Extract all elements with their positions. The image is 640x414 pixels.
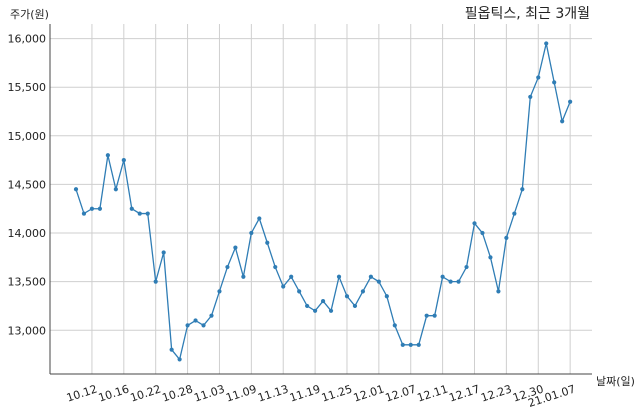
data-point: [320, 298, 326, 304]
data-point: [360, 289, 366, 294]
data-point: [448, 279, 453, 284]
data-point: [480, 230, 485, 236]
data-point: [352, 303, 358, 309]
y-tick-label: 13,500: [8, 276, 47, 289]
data-point: [544, 41, 549, 46]
data-point: [384, 294, 389, 299]
data-point: [297, 289, 302, 294]
data-point: [113, 187, 118, 192]
data-point: [504, 235, 509, 240]
x-tick-labels: 10.1210.1610.2210.2811.0311.0911.1311.19…: [65, 382, 577, 410]
x-tick-label: 12.01: [352, 382, 386, 404]
x-tick-label: 10.28: [161, 382, 195, 404]
grid-lines: [50, 24, 592, 374]
data-point: [281, 284, 286, 289]
data-point: [121, 158, 126, 163]
data-point: [512, 211, 517, 216]
data-point: [408, 342, 413, 347]
y-axis-label: 주가(원): [10, 8, 49, 21]
data-point: [400, 342, 405, 347]
y-tick-labels: 13,000 13,500 14,000 14,500 15,000 15,500 16,0…: [8, 33, 47, 338]
x-tick-label: 11.13: [256, 382, 290, 404]
x-tick-label: 10.12: [65, 382, 99, 404]
data-points: [73, 41, 573, 362]
x-tick-label: 12.07: [384, 382, 418, 404]
y-tick-label: 13,000: [8, 324, 47, 337]
x-tick-label: 11.09: [224, 382, 258, 404]
data-point: [305, 303, 310, 309]
x-tick-label: 10.16: [97, 382, 131, 404]
data-point: [488, 255, 493, 260]
data-point: [73, 187, 79, 192]
y-tick-label: 15,000: [8, 130, 47, 143]
x-tick-label: 11.19: [288, 382, 322, 404]
data-point: [89, 206, 95, 211]
data-point: [177, 357, 182, 362]
data-point: [161, 250, 166, 255]
data-point: [209, 313, 214, 318]
axes: [49, 24, 592, 375]
data-point: [416, 342, 421, 347]
data-point: [456, 279, 461, 284]
data-point: [241, 274, 246, 279]
data-point: [472, 221, 477, 226]
data-point: [552, 80, 557, 85]
x-tick-label: 10.22: [129, 382, 163, 404]
data-point: [376, 279, 381, 284]
y-tick-label: 14,000: [8, 227, 47, 240]
data-point: [105, 153, 110, 158]
data-point: [392, 323, 397, 328]
data-point: [169, 347, 174, 352]
data-point: [328, 308, 334, 313]
data-point: [257, 216, 262, 221]
x-tick-label: 11.03: [192, 382, 226, 404]
data-point: [424, 313, 429, 318]
data-point: [81, 211, 87, 216]
data-point: [536, 75, 541, 80]
data-point: [145, 211, 150, 216]
data-point: [464, 264, 469, 270]
data-point: [496, 289, 501, 294]
y-tick-label: 14,500: [8, 178, 47, 191]
data-point: [193, 318, 198, 323]
x-tick-label: 11.25: [320, 382, 354, 404]
data-point: [528, 94, 533, 100]
data-point: [432, 313, 437, 318]
data-point: [344, 294, 350, 299]
data-point: [201, 323, 206, 328]
data-point: [233, 245, 238, 250]
series-line: [75, 43, 571, 361]
data-point: [520, 187, 525, 192]
x-axis-label: 날짜(일): [596, 374, 635, 388]
data-point: [289, 274, 294, 279]
data-point: [313, 308, 318, 313]
data-point: [440, 274, 445, 279]
data-point: [336, 274, 342, 279]
data-point: [137, 211, 142, 216]
data-point: [97, 206, 103, 211]
data-point: [185, 323, 190, 328]
data-point: [560, 119, 565, 124]
x-tick-label: 12.17: [447, 382, 481, 404]
data-point: [265, 240, 270, 245]
data-point: [153, 279, 158, 284]
data-point: [129, 206, 134, 211]
data-point: [368, 274, 373, 279]
y-tick-label: 16,000: [8, 33, 47, 46]
data-point: [249, 230, 254, 236]
data-point: [217, 289, 222, 294]
data-point: [273, 264, 278, 270]
data-point: [225, 264, 230, 270]
x-tick-label: 12.11: [416, 382, 450, 404]
data-point: [568, 99, 573, 104]
chart-title: 필옵틱스, 최근 3개월: [465, 6, 590, 22]
y-tick-label: 15,500: [8, 81, 47, 94]
x-tick-label: 12.23: [479, 382, 513, 404]
